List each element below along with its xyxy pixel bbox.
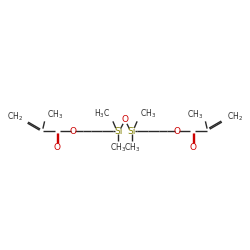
Text: Si: Si [128,126,136,136]
Text: CH$_3$: CH$_3$ [110,141,126,154]
Text: CH$_3$: CH$_3$ [140,108,156,120]
Text: O: O [122,115,128,124]
Text: O: O [174,126,180,136]
Text: Si: Si [114,126,122,136]
Text: H$_3$C: H$_3$C [94,108,110,120]
Text: CH$_3$: CH$_3$ [124,141,140,154]
Text: CH$_2$: CH$_2$ [228,110,244,123]
Text: CH$_3$: CH$_3$ [187,108,203,120]
Text: O: O [70,126,76,136]
Text: O: O [54,143,61,152]
Text: O: O [189,143,196,152]
Text: CH$_2$: CH$_2$ [6,110,22,123]
Text: CH$_3$: CH$_3$ [47,108,63,120]
